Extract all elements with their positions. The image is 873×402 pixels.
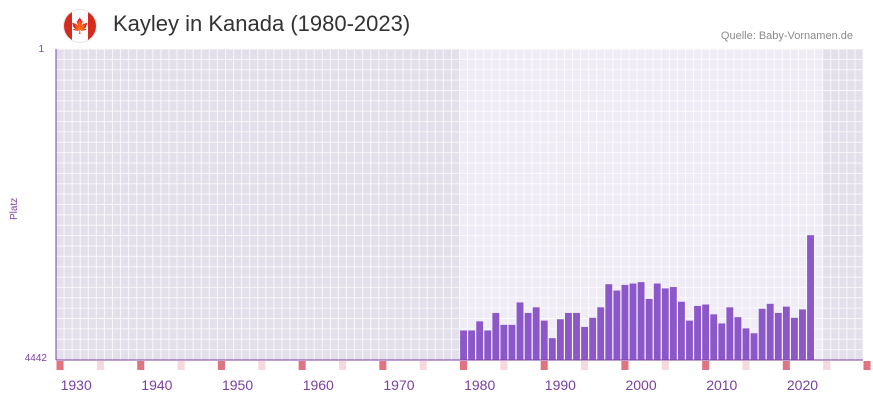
half-decade-marker [96,361,104,370]
data-bar [766,303,774,360]
data-bar [548,338,556,360]
data-bar [710,314,718,360]
half-decade-marker [661,361,669,370]
data-bar [637,282,645,360]
half-decade-marker [742,361,750,370]
x-tick-label: 1950 [222,377,253,393]
half-decade-marker [419,361,427,370]
x-tick-label: 1990 [545,377,576,393]
decade-marker [460,361,468,370]
half-decade-marker [258,361,266,370]
data-bar [645,298,653,360]
chart-header: 🍁 Kayley in Kanada (1980-2023) [62,8,862,44]
data-bar [677,301,685,360]
data-bar [669,287,677,360]
x-tick-label: 1970 [383,377,414,393]
data-bar [484,330,492,360]
maple-leaf-icon: 🍁 [70,17,90,35]
data-bar [621,284,629,360]
data-bar [726,307,734,360]
data-bar [629,283,637,360]
data-bar [597,307,605,360]
decade-marker [540,361,548,370]
x-tick-label: 1930 [61,377,92,393]
half-decade-marker [581,361,589,370]
data-bar [702,304,710,360]
x-tick-label: 1980 [464,377,495,393]
decade-marker [621,361,629,370]
data-bar [516,302,524,360]
canada-flag-icon: 🍁 [64,10,96,42]
data-bar [686,320,693,360]
x-tick-label: 2000 [625,377,656,393]
decade-marker [379,361,387,370]
data-bar [468,330,476,360]
data-bar [508,324,516,360]
data-bar [694,305,701,360]
data-bar [532,307,540,360]
data-bar [556,319,564,360]
half-decade-marker [177,361,185,370]
decade-marker [217,361,225,370]
data-bar [565,312,572,360]
data-bar [750,333,758,360]
data-bar [540,320,548,360]
data-bar [661,288,669,360]
data-bar [476,321,484,360]
data-bar [500,324,508,360]
chart-title: Kayley in Kanada (1980-2023) [113,11,411,36]
data-bar [581,326,589,360]
data-bar [799,309,806,360]
data-bar [807,235,814,360]
data-bar [460,330,467,360]
data-bar [758,308,766,360]
data-bar [782,306,790,360]
data-bar [790,317,798,360]
x-tick-label: 1960 [303,377,334,393]
data-bar [524,312,532,360]
flag-right-band [88,10,96,42]
half-decade-marker [338,361,347,370]
data-bar [589,317,597,360]
decade-marker [863,361,871,370]
decade-marker [298,361,306,370]
y-tick-bottom: 4442 [24,353,47,364]
data-bar [492,312,500,360]
data-bar [613,290,621,360]
data-bar [718,323,726,360]
data-bar [774,312,782,360]
y-tick-top: 1 [38,44,44,55]
data-bar [573,312,580,360]
data-bar [605,284,613,360]
decade-marker [137,361,145,370]
decade-marker [782,361,790,370]
flag-left-band [64,10,72,42]
data-bar [653,283,661,360]
data-bar [734,317,742,360]
x-tick-label: 1940 [141,377,172,393]
decade-marker [56,361,64,370]
half-decade-marker [823,361,831,370]
x-tick-label: 2020 [787,377,818,393]
data-bar [742,328,750,360]
source-credit: Quelle: Baby-Vornamen.de [720,30,853,42]
x-tick-label: 2010 [706,377,737,393]
half-decade-marker [500,361,508,370]
decade-marker [702,361,710,370]
